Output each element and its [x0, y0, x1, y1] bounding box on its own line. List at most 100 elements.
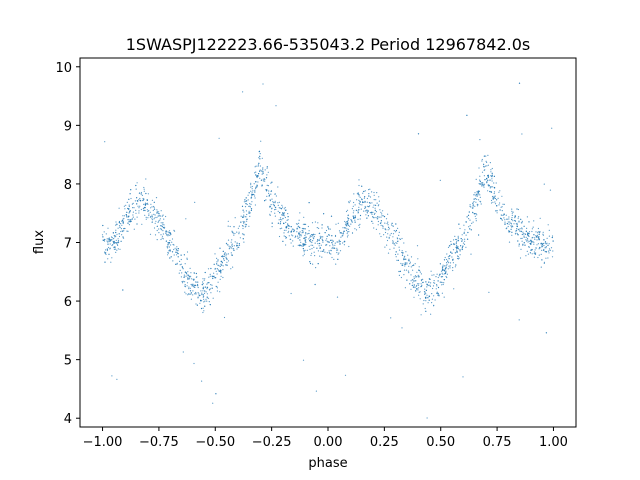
data-point	[182, 351, 184, 353]
data-point	[463, 224, 465, 226]
data-point	[456, 255, 459, 257]
data-point	[171, 238, 174, 240]
data-point	[361, 185, 363, 187]
data-point	[392, 242, 394, 244]
data-point	[383, 216, 386, 218]
data-point	[195, 284, 197, 286]
data-point	[203, 295, 205, 297]
data-point	[250, 186, 252, 188]
data-point	[166, 234, 168, 236]
data-point	[136, 197, 138, 199]
data-point	[531, 241, 533, 243]
data-point	[525, 239, 527, 241]
data-point	[229, 225, 231, 228]
data-point	[515, 231, 517, 233]
data-point	[365, 210, 367, 212]
data-point	[141, 223, 143, 225]
data-point	[210, 267, 212, 270]
data-point	[401, 254, 404, 256]
data-point	[548, 235, 551, 237]
data-point	[236, 231, 238, 233]
data-point	[332, 240, 334, 242]
data-point	[133, 207, 135, 209]
data-point	[189, 290, 192, 292]
data-point	[426, 283, 428, 285]
data-point	[302, 359, 305, 361]
data-point	[182, 267, 184, 269]
data-point	[337, 258, 339, 260]
data-point	[405, 269, 408, 271]
data-point	[476, 193, 478, 195]
data-point	[170, 233, 172, 235]
data-point	[543, 245, 545, 247]
data-point	[437, 292, 439, 294]
data-point	[122, 220, 124, 222]
data-point	[413, 296, 415, 298]
data-point	[107, 238, 109, 240]
data-point	[398, 246, 400, 248]
data-point	[270, 204, 272, 206]
data-point	[543, 239, 545, 241]
data-point	[282, 212, 284, 214]
data-point	[397, 227, 399, 229]
data-point	[403, 258, 405, 260]
data-point	[442, 283, 444, 286]
data-point	[184, 284, 186, 286]
data-point	[483, 155, 485, 157]
data-point	[545, 332, 548, 334]
data-point	[102, 224, 104, 227]
data-point	[305, 239, 307, 241]
data-point	[513, 223, 515, 225]
data-point	[372, 222, 374, 224]
data-point	[508, 223, 510, 225]
data-point	[449, 262, 452, 264]
data-point	[115, 251, 117, 253]
data-point	[400, 276, 402, 279]
data-point	[222, 265, 224, 267]
data-point	[373, 194, 375, 196]
data-point	[392, 236, 394, 238]
data-point	[463, 231, 465, 233]
data-point	[292, 235, 294, 237]
data-point	[204, 305, 206, 307]
data-point	[250, 208, 253, 210]
data-point	[415, 280, 417, 282]
data-point	[296, 223, 298, 225]
data-point	[149, 216, 151, 218]
data-point	[521, 237, 523, 239]
data-point	[249, 206, 251, 208]
data-point	[489, 190, 491, 193]
data-point	[406, 279, 408, 281]
data-point	[521, 228, 523, 230]
data-point	[143, 190, 145, 192]
data-point	[184, 286, 186, 288]
data-point	[318, 239, 320, 241]
data-point	[249, 203, 251, 205]
data-point	[193, 286, 195, 288]
data-point	[440, 276, 442, 278]
data-point	[238, 244, 241, 246]
data-point	[277, 204, 279, 206]
data-point	[357, 192, 359, 194]
data-point	[248, 210, 250, 212]
data-point	[158, 215, 160, 217]
data-point	[233, 226, 235, 228]
data-point	[516, 224, 518, 226]
data-point	[447, 268, 449, 270]
data-point	[380, 220, 382, 222]
data-point	[216, 261, 218, 263]
data-point	[116, 378, 118, 380]
data-point	[181, 266, 183, 268]
data-point	[145, 178, 147, 180]
data-point	[456, 251, 458, 253]
data-point	[487, 164, 489, 166]
data-point	[521, 133, 523, 135]
data-point	[441, 292, 443, 294]
data-point	[321, 238, 323, 240]
data-point	[126, 201, 128, 203]
data-point	[339, 242, 341, 245]
data-point	[475, 195, 477, 197]
data-point	[262, 83, 264, 85]
data-point	[310, 234, 313, 236]
data-point	[418, 266, 420, 268]
